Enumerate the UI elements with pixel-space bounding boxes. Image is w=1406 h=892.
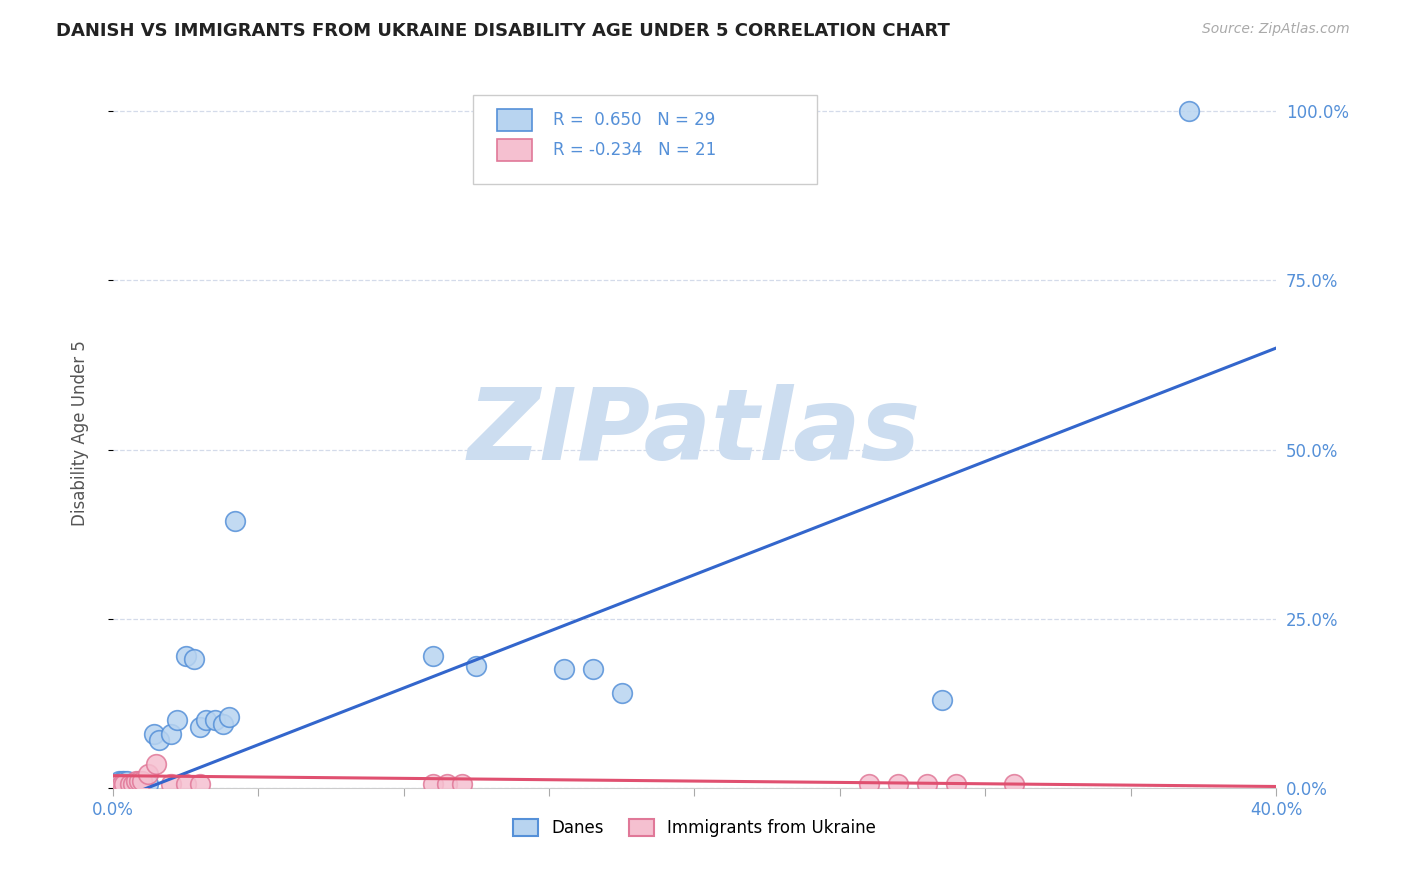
Y-axis label: Disability Age Under 5: Disability Age Under 5 bbox=[72, 340, 89, 525]
Point bbox=[188, 720, 211, 734]
Text: R =  0.650   N = 29: R = 0.650 N = 29 bbox=[553, 112, 714, 129]
Point bbox=[136, 777, 159, 791]
Point bbox=[148, 733, 170, 747]
Point bbox=[145, 757, 167, 772]
Point bbox=[465, 659, 488, 673]
Point bbox=[166, 713, 188, 727]
Point bbox=[450, 777, 472, 791]
Point bbox=[422, 777, 444, 791]
Point bbox=[858, 777, 880, 791]
Point bbox=[107, 777, 129, 791]
Point bbox=[436, 777, 458, 791]
Point bbox=[131, 774, 153, 789]
Point bbox=[110, 777, 132, 791]
Point bbox=[931, 693, 953, 707]
Point bbox=[945, 777, 967, 791]
Text: Source: ZipAtlas.com: Source: ZipAtlas.com bbox=[1202, 22, 1350, 37]
Point bbox=[174, 777, 197, 791]
Point bbox=[120, 777, 142, 791]
Point bbox=[117, 774, 139, 789]
Point bbox=[194, 713, 217, 727]
Point bbox=[915, 777, 938, 791]
Legend: Danes, Immigrants from Ukraine: Danes, Immigrants from Ukraine bbox=[506, 812, 883, 844]
Point bbox=[110, 774, 132, 789]
Point bbox=[183, 652, 205, 666]
Point bbox=[1178, 104, 1201, 119]
Point bbox=[422, 648, 444, 663]
Point bbox=[125, 777, 148, 791]
Point bbox=[114, 777, 136, 791]
Text: R = -0.234   N = 21: R = -0.234 N = 21 bbox=[553, 141, 716, 159]
Point bbox=[553, 662, 575, 676]
Point bbox=[142, 727, 165, 741]
Point bbox=[114, 774, 136, 789]
Point bbox=[188, 777, 211, 791]
Text: ZIPatlas: ZIPatlas bbox=[468, 384, 921, 481]
Point bbox=[125, 774, 148, 789]
Point bbox=[1002, 777, 1025, 791]
FancyBboxPatch shape bbox=[474, 95, 817, 184]
Point bbox=[107, 774, 129, 789]
Point bbox=[128, 774, 150, 789]
Text: DANISH VS IMMIGRANTS FROM UKRAINE DISABILITY AGE UNDER 5 CORRELATION CHART: DANISH VS IMMIGRANTS FROM UKRAINE DISABI… bbox=[56, 22, 950, 40]
Point bbox=[122, 777, 145, 791]
FancyBboxPatch shape bbox=[496, 139, 531, 161]
Point bbox=[122, 777, 145, 791]
Point bbox=[887, 777, 910, 791]
Point bbox=[204, 713, 226, 727]
Point bbox=[128, 777, 150, 791]
Point bbox=[212, 716, 235, 731]
Point bbox=[582, 662, 605, 676]
FancyBboxPatch shape bbox=[496, 110, 531, 131]
Point bbox=[160, 777, 183, 791]
Point bbox=[174, 648, 197, 663]
Point bbox=[218, 710, 240, 724]
Point bbox=[120, 777, 142, 791]
Point bbox=[136, 767, 159, 781]
Point bbox=[224, 514, 246, 528]
Point bbox=[160, 727, 183, 741]
Point bbox=[610, 686, 633, 700]
Point bbox=[131, 777, 153, 791]
